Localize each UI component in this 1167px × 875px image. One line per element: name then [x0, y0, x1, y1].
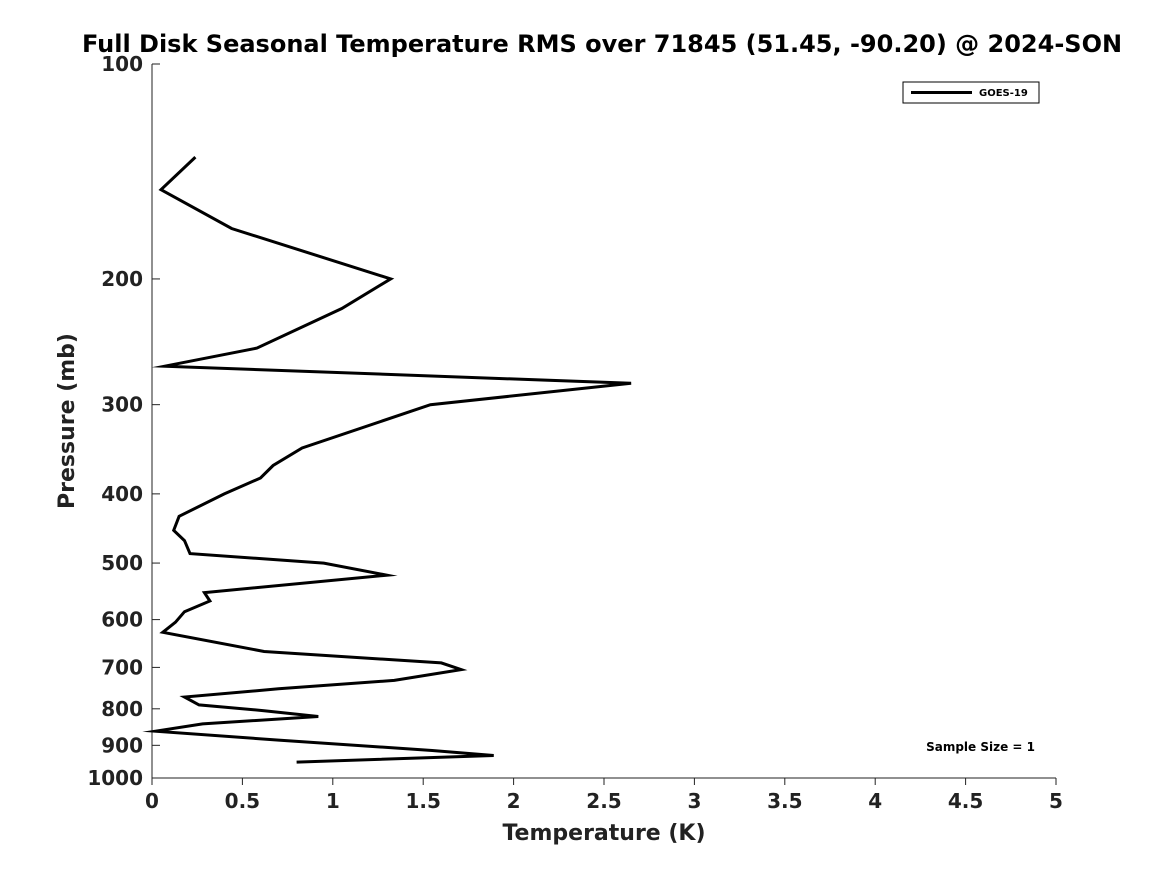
y-tick-label: 1000: [87, 766, 143, 790]
x-tick-label: 0.5: [225, 789, 260, 813]
x-tick-label: 2: [507, 789, 521, 813]
x-tick-label: 5: [1049, 789, 1063, 813]
x-axis-label: Temperature (K): [502, 821, 705, 846]
x-tick-label: 1.5: [405, 789, 440, 813]
x-tick-label: 1: [326, 789, 340, 813]
plot-area: 0 0.5 1 1.5 2 2.5 3 3.5 4 4.5 5 100 200 300 400 500 600…: [87, 52, 1063, 813]
y-tick-label: 200: [101, 267, 143, 291]
legend-label-goes-19: GOES-19: [979, 88, 1028, 99]
x-ticks: 0 0.5 1 1.5 2 2.5 3 3.5 4 4.5 5: [145, 778, 1063, 813]
y-tick-label: 800: [101, 697, 143, 721]
y-tick-label: 500: [101, 551, 143, 575]
x-tick-label: 4: [868, 789, 882, 813]
x-tick-label: 3.5: [767, 789, 802, 813]
series-line-goes-19: [142, 156, 632, 764]
y-axis-label: Pressure (mb): [55, 333, 80, 509]
x-tick-label: 4.5: [948, 789, 983, 813]
x-tick-label: 3: [687, 789, 701, 813]
y-tick-label: 300: [101, 393, 143, 417]
y-tick-label: 700: [101, 655, 143, 679]
sample-size-annotation: Sample Size = 1: [926, 740, 1035, 754]
chart-title: Full Disk Seasonal Temperature RMS over …: [82, 30, 1122, 58]
x-tick-label: 0: [145, 789, 159, 813]
y-ticks: 100 200 300 400 500 600 700 800 900 1000: [87, 52, 160, 790]
x-tick-label: 2.5: [586, 789, 621, 813]
legend: GOES-19: [902, 81, 1040, 104]
series-layer: [142, 156, 632, 764]
y-tick-label: 900: [101, 733, 143, 757]
y-tick-label: 100: [101, 52, 143, 76]
y-tick-label: 400: [101, 482, 143, 506]
y-tick-label: 600: [101, 608, 143, 632]
